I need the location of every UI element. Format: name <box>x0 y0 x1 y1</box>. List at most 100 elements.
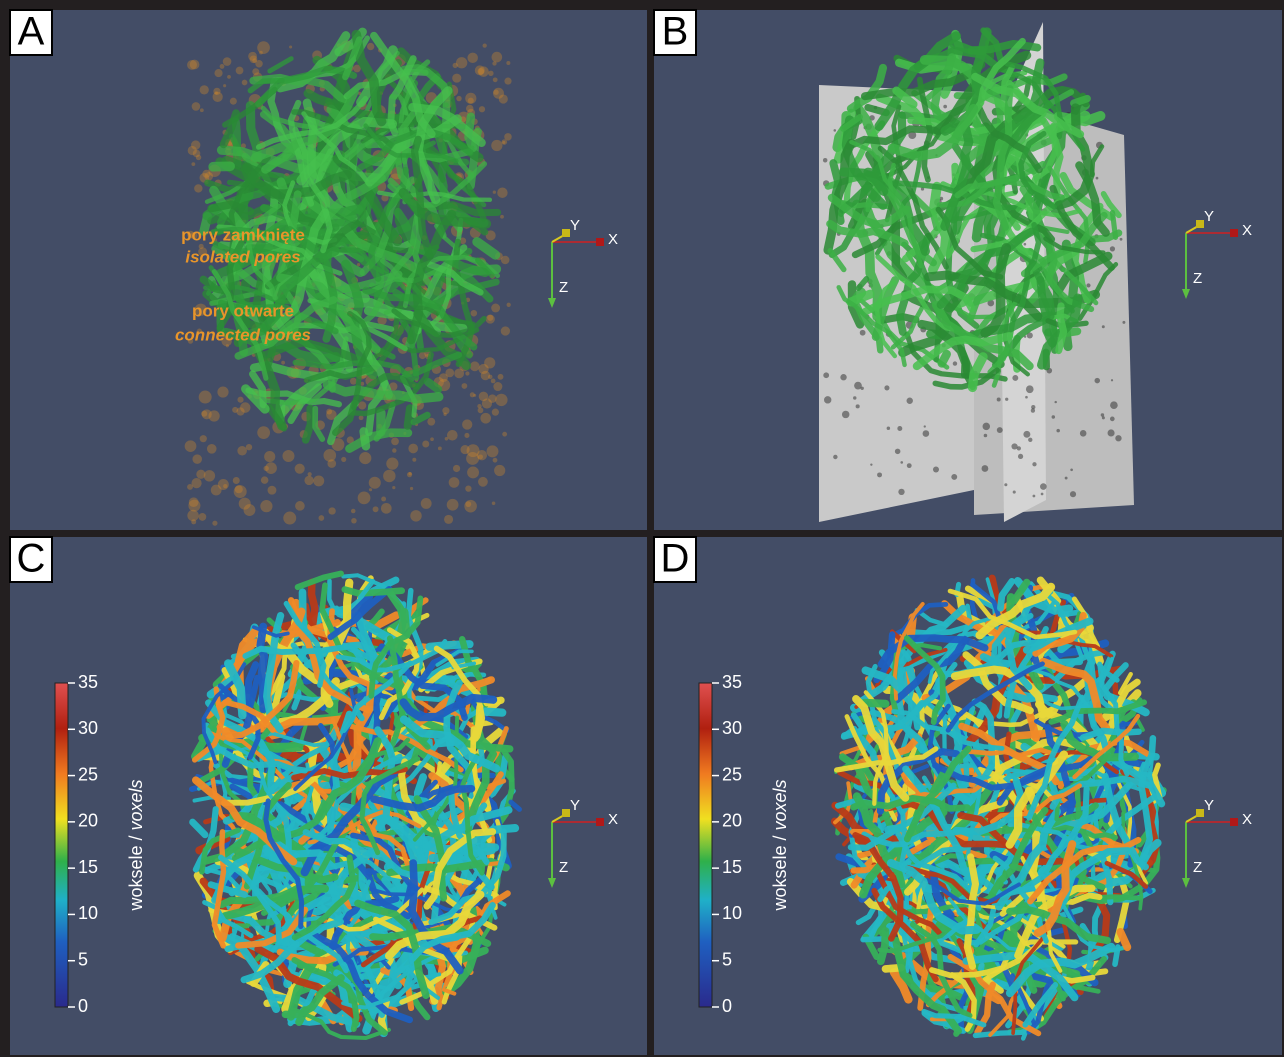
isolated-pore <box>483 43 487 47</box>
isolated-pore <box>493 382 502 391</box>
legend-text: connected pores <box>175 325 311 344</box>
isolated-pore <box>452 74 461 83</box>
axis-label-x: X <box>1242 811 1252 828</box>
isolated-pore <box>242 80 248 86</box>
isolated-pore <box>199 513 207 521</box>
axis-y-head <box>562 809 570 817</box>
axis-y-head <box>1196 220 1204 228</box>
isolated-pore <box>499 94 508 103</box>
pore-branch <box>428 382 438 389</box>
colorbar-label-en: voxels <box>770 779 790 830</box>
isolated-pore <box>493 77 498 82</box>
colorbar-tick-label: 35 <box>78 672 98 692</box>
ct-speck <box>1023 431 1030 438</box>
ct-speck <box>887 426 891 430</box>
colorbar-tick-label: 10 <box>722 903 742 923</box>
ct-speck <box>1102 325 1105 328</box>
isolated-pore <box>492 61 496 65</box>
isolated-pore <box>191 140 200 149</box>
isolated-pore <box>192 454 202 464</box>
ct-speck <box>1111 379 1113 381</box>
isolated-pore <box>282 450 294 462</box>
isolated-pore <box>381 503 392 514</box>
isolated-pore <box>443 413 446 416</box>
isolated-pore <box>486 314 495 323</box>
isolated-pore <box>464 500 477 513</box>
ct-speck <box>984 434 988 438</box>
isolated-pore <box>478 477 488 487</box>
isolated-pore <box>478 66 489 77</box>
pore-branch <box>345 590 402 594</box>
isolated-pore <box>488 375 492 379</box>
ct-speck <box>1026 385 1034 393</box>
axis-y-head <box>562 229 570 237</box>
isolated-pore <box>261 476 269 484</box>
ct-speck <box>842 411 849 418</box>
isolated-pore <box>201 411 207 417</box>
ct-speck <box>884 385 889 390</box>
isolated-pore <box>494 465 505 476</box>
isolated-pore <box>392 486 395 489</box>
ct-speck <box>1012 375 1018 381</box>
ct-speck <box>907 463 912 468</box>
isolated-pore <box>246 444 252 450</box>
isolated-pore <box>265 462 277 474</box>
ct-speck <box>1096 177 1099 180</box>
isolated-pore <box>383 470 395 482</box>
isolated-pore <box>202 170 210 178</box>
ct-speck <box>1115 435 1121 441</box>
isolated-pore <box>504 78 511 85</box>
ct-speck <box>1122 321 1125 324</box>
ct-speck <box>1070 491 1076 497</box>
isolated-pore <box>480 413 491 424</box>
colorbar-tick-label: 20 <box>722 811 742 831</box>
isolated-pore <box>373 506 379 512</box>
panel-label: B <box>662 10 689 54</box>
isolated-pore <box>495 394 507 406</box>
ct-speck <box>951 474 957 480</box>
isolated-pore <box>259 51 263 55</box>
panel-label: A <box>18 10 45 54</box>
isolated-pore <box>492 409 499 416</box>
colorbar-tick-label: 25 <box>78 764 98 784</box>
ct-speck <box>997 398 1001 402</box>
figure: AYXZpory zamknięteisolated porespory otw… <box>0 0 1284 1057</box>
ct-speck <box>823 372 829 378</box>
panel: CYXZ05101520253035woksele /voxels <box>10 537 647 1055</box>
isolated-pore <box>412 458 416 462</box>
axis-x-head <box>1230 818 1238 826</box>
isolated-pore <box>255 60 262 67</box>
isolated-pore <box>260 500 272 512</box>
pore-branch <box>408 408 410 426</box>
isolated-pore <box>488 71 493 76</box>
isolated-pore <box>422 440 429 447</box>
ct-speck <box>900 461 903 464</box>
isolated-pore <box>200 85 209 94</box>
ct-speck <box>833 129 836 132</box>
axis-label-x: X <box>608 811 618 828</box>
isolated-pore <box>199 391 212 404</box>
isolated-pore <box>410 487 413 490</box>
isolated-pore <box>386 458 398 470</box>
ct-speck <box>1054 401 1056 403</box>
ct-speck <box>860 330 866 336</box>
isolated-pore <box>468 98 474 104</box>
pore-branch <box>865 703 886 704</box>
isolated-pore <box>506 61 510 65</box>
isolated-pore <box>482 398 492 408</box>
ct-speck <box>982 465 989 472</box>
colorbar-label-pl: woksele / <box>126 835 146 911</box>
colorbar-tick-label: 0 <box>78 996 88 1016</box>
isolated-pore <box>200 435 207 442</box>
ct-speck <box>853 396 856 399</box>
axis-label-x: X <box>1242 222 1252 239</box>
isolated-pore <box>237 397 243 403</box>
isolated-pore <box>498 374 504 380</box>
isolated-pore <box>408 444 418 454</box>
colorbar <box>55 683 68 1007</box>
isolated-pore <box>319 515 325 521</box>
axis-label-y: Y <box>570 217 580 234</box>
ct-speck <box>1032 462 1036 466</box>
ct-speck <box>1080 430 1087 437</box>
isolated-pore <box>391 438 399 446</box>
